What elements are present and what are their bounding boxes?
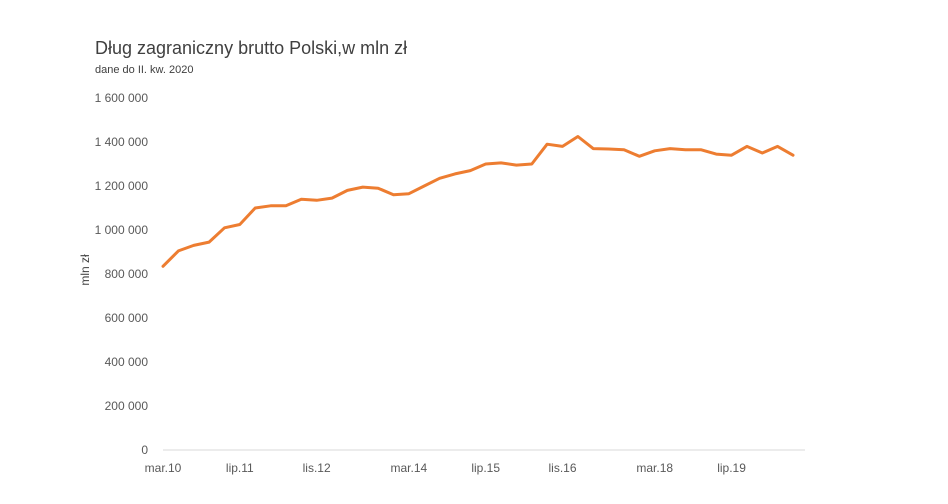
x-tick-label: lip.19	[717, 461, 746, 475]
x-tick-label: lis.12	[303, 461, 331, 475]
y-tick-label: 200 000	[105, 399, 149, 413]
y-tick-label: 0	[141, 443, 148, 457]
x-tick-label: lip.11	[226, 461, 254, 475]
x-tick-label: mar.14	[391, 461, 428, 475]
x-tick-label: mar.10	[145, 461, 182, 475]
y-tick-label: 400 000	[105, 355, 149, 369]
y-tick-label: 1 200 000	[95, 179, 149, 193]
y-tick-label: 800 000	[105, 267, 149, 281]
y-tick-label: 1 400 000	[95, 135, 149, 149]
chart-subtitle: dane do II. kw. 2020	[95, 64, 194, 76]
y-axis-ticks: 0 200 000 400 000 600 000 800 000 1 000 000 1 …	[95, 91, 149, 457]
x-axis-ticks: mar.10 lip.11 lis.12 mar.14 lip.15 lis.16 mar.…	[145, 461, 747, 475]
y-axis-label: mln zł	[78, 254, 92, 286]
series-line	[161, 135, 795, 268]
x-tick-label: lis.16	[549, 461, 577, 475]
y-tick-label: 1 600 000	[95, 91, 149, 105]
chart-title: Dług zagraniczny brutto Polski,w mln zł	[95, 38, 408, 58]
y-tick-label: 1 000 000	[95, 223, 149, 237]
x-tick-label: lip.15	[471, 461, 500, 475]
x-tick-label: mar.18	[636, 461, 673, 475]
y-tick-label: 600 000	[105, 311, 149, 325]
